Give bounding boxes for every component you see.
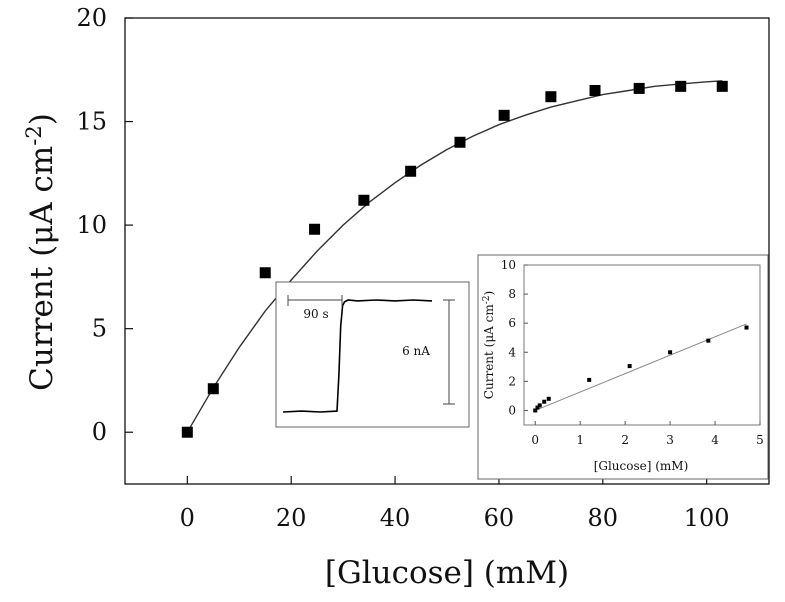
inset-calibration-chart: 0 2 4 6 8 10 0 1 2 3 4 5 [Glucose] (mM) Current (μ… — [477, 254, 769, 480]
main-y-axis-title-suffix: ) — [24, 113, 60, 125]
main-data-point — [309, 223, 321, 235]
main-y-tick-label: 10 — [76, 211, 107, 239]
inset-y-tick-label: 10 — [501, 258, 516, 272]
inset-data-point — [587, 377, 592, 382]
inset-data-point — [706, 338, 711, 343]
inset-trace-chart: 90 s 6 nA — [275, 281, 470, 428]
inset-x-tick-label: 2 — [621, 433, 629, 447]
time-scale-bar — [287, 295, 343, 306]
main-x-tick-label: 80 — [588, 504, 619, 532]
main-x-tick-label: 60 — [484, 504, 515, 532]
inset-x-tick-label: 3 — [666, 433, 674, 447]
main-data-point — [675, 80, 687, 92]
main-plot-frame — [124, 17, 770, 485]
main-y-axis-title-text: Current (μA cm — [24, 146, 60, 391]
inset-data-points — [533, 325, 749, 413]
current-scale-bar — [443, 299, 455, 405]
main-data-point — [405, 165, 417, 177]
main-data-point — [454, 136, 466, 148]
inset-y-axis-title-superscript: -2 — [482, 295, 492, 304]
inset-data-point — [627, 364, 632, 369]
main-x-axis-ticks: 0 20 40 60 80 100 — [180, 476, 730, 532]
inset-data-point — [668, 350, 673, 355]
inset-data-point — [537, 403, 542, 408]
inset-data-point — [546, 396, 551, 401]
time-scale-label: 90 s — [303, 307, 328, 321]
main-data-point — [181, 426, 193, 438]
current-scale-label: 6 nA — [402, 344, 430, 358]
inset-calibration-plot-frame — [523, 264, 761, 426]
inset-y-axis-title-text: Current (μA cm — [482, 304, 496, 400]
inset-x-tick-label: 0 — [531, 433, 539, 447]
main-data-point — [716, 80, 728, 92]
main-x-tick-label: 0 — [180, 504, 195, 532]
main-data-point — [207, 383, 219, 395]
inset-x-axis-ticks: 0 1 2 3 4 5 — [531, 421, 764, 447]
main-data-points — [181, 80, 728, 438]
inset-calibration-outer-frame — [477, 254, 769, 480]
main-data-point — [358, 194, 370, 206]
inset-x-tick-label: 5 — [756, 433, 764, 447]
inset-y-axis-title-suffix: ) — [482, 291, 496, 296]
inset-fit-line — [535, 323, 747, 411]
inset-y-axis-title: Current (μA cm-2) — [482, 291, 496, 399]
main-x-tick-label: 40 — [380, 504, 411, 532]
main-x-tick-label: 100 — [684, 504, 730, 532]
main-data-point — [259, 267, 271, 279]
main-data-point — [545, 91, 557, 103]
inset-y-tick-label: 8 — [508, 287, 516, 301]
main-y-tick-label: 15 — [76, 108, 107, 136]
main-y-tick-label: 20 — [76, 4, 107, 32]
inset-x-tick-label: 1 — [576, 433, 584, 447]
main-y-axis-title: Current (μA cm-2) — [22, 113, 60, 391]
inset-y-tick-label: 2 — [508, 374, 516, 388]
inset-x-axis-title: [Glucose] (mM) — [594, 459, 689, 473]
main-y-axis-ticks: 0 5 10 15 20 — [76, 4, 133, 446]
main-y-axis-title-superscript: -2 — [22, 125, 46, 145]
inset-y-tick-label: 6 — [508, 316, 516, 330]
inset-data-point — [542, 399, 547, 404]
main-x-tick-label: 20 — [276, 504, 307, 532]
trace-line — [282, 299, 433, 413]
main-data-point — [498, 109, 510, 121]
main-y-tick-label: 0 — [92, 418, 107, 446]
inset-trace-frame — [275, 281, 470, 428]
inset-y-axis-ticks: 0 2 4 6 8 10 — [501, 258, 528, 417]
inset-data-point — [535, 405, 540, 410]
main-data-point — [589, 84, 601, 96]
main-y-tick-label: 5 — [92, 315, 107, 343]
inset-y-tick-label: 0 — [508, 403, 516, 417]
inset-x-tick-label: 4 — [711, 433, 719, 447]
inset-data-point — [533, 408, 538, 413]
main-data-point — [633, 82, 645, 94]
inset-data-point — [744, 325, 749, 330]
inset-y-tick-label: 4 — [508, 345, 516, 359]
main-x-axis-title: [Glucose] (mM) — [325, 555, 569, 591]
